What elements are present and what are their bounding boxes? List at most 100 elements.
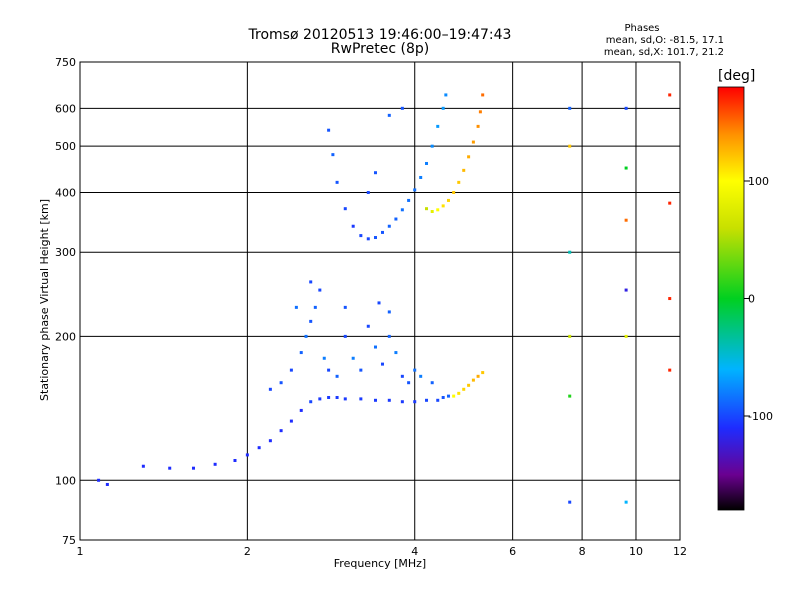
data-point (366, 190, 370, 194)
data-point (436, 124, 440, 128)
data-point (568, 106, 572, 110)
data-point (380, 230, 384, 234)
x-tick-label: 1 (77, 545, 84, 558)
data-point (335, 374, 339, 378)
x-tick-label: 12 (673, 545, 687, 558)
data-point (441, 395, 445, 399)
colorbar-ticks: 100 0 -100 (744, 175, 773, 423)
data-point (168, 466, 172, 470)
data-point (446, 394, 450, 398)
data-point (327, 395, 331, 399)
data-point (359, 397, 363, 401)
data-point (373, 236, 377, 240)
data-point (436, 398, 440, 402)
data-point (430, 210, 434, 214)
data-point (373, 171, 377, 175)
y-tick-label: 100 (55, 474, 76, 487)
plot-frame (79, 61, 681, 541)
data-point (335, 180, 339, 184)
grid-lines (80, 62, 680, 540)
y-tick-label: 600 (55, 102, 76, 115)
data-point (400, 106, 404, 110)
data-points (97, 93, 672, 504)
phases-x-mode: mean, sd,X: 101.7, 21.2 (603, 47, 724, 58)
data-point (322, 356, 326, 360)
data-point (668, 201, 672, 205)
data-point (387, 334, 391, 338)
data-point (97, 478, 101, 482)
data-point (624, 166, 628, 170)
data-point (430, 144, 434, 148)
data-point (279, 381, 283, 385)
data-point (141, 464, 145, 468)
data-point (407, 198, 411, 202)
data-point (343, 334, 347, 338)
data-point (624, 106, 628, 110)
colorbar-tick-label: 0 (748, 293, 755, 306)
data-point (413, 368, 417, 372)
data-point (387, 113, 391, 117)
data-point (462, 168, 466, 172)
data-point (568, 250, 572, 254)
y-tick-label: 200 (55, 330, 76, 343)
data-point (366, 237, 370, 241)
data-point (299, 408, 303, 412)
colorbar (718, 87, 744, 510)
data-point (279, 429, 283, 433)
data-point (452, 394, 456, 398)
data-point (373, 345, 377, 349)
data-point (327, 128, 331, 132)
data-point (400, 208, 404, 212)
data-point (467, 383, 471, 387)
data-point (268, 439, 272, 443)
data-point (268, 387, 272, 391)
data-point (309, 319, 313, 323)
colorbar-tick-label: 100 (748, 175, 769, 188)
data-point (476, 374, 480, 378)
data-point (462, 387, 466, 391)
data-point (380, 362, 384, 366)
data-point (419, 374, 423, 378)
data-point (624, 218, 628, 222)
x-tick-label: 6 (509, 545, 516, 558)
x-tick-label: 4 (411, 545, 418, 558)
x-tick-labels: 1 2 4 6 8 10 12 (77, 545, 688, 558)
x-tick-label: 10 (629, 545, 643, 558)
data-point (387, 224, 391, 228)
data-point (351, 224, 355, 228)
y-tick-label: 750 (55, 56, 76, 69)
y-tick-label: 400 (55, 186, 76, 199)
data-point (568, 394, 572, 398)
chart-title-line1: Tromsø 20120513 19:46:00–19:47:43 (248, 27, 512, 43)
data-point (400, 374, 404, 378)
data-point (425, 207, 429, 211)
data-point (413, 400, 417, 404)
data-point (233, 458, 237, 462)
data-point (471, 378, 475, 382)
data-point (294, 305, 298, 309)
x-tick-label: 2 (244, 545, 251, 558)
data-point (419, 175, 423, 179)
data-point (343, 397, 347, 401)
data-point (394, 351, 398, 355)
data-point (309, 280, 313, 284)
data-point (377, 301, 381, 305)
data-point (668, 93, 672, 97)
data-point (430, 381, 434, 385)
data-point (457, 391, 461, 395)
y-axis-label: Stationary phase Virtual Height [km] (38, 199, 51, 401)
data-point (289, 419, 293, 423)
data-point (213, 462, 217, 466)
data-point (327, 368, 331, 372)
data-point (624, 334, 628, 338)
data-point (446, 198, 450, 202)
data-point (105, 482, 109, 486)
data-point (309, 400, 313, 404)
data-point (407, 381, 411, 385)
data-point (359, 368, 363, 372)
data-point (481, 371, 485, 375)
data-point (436, 208, 440, 212)
data-point (452, 190, 456, 194)
data-point (624, 500, 628, 504)
